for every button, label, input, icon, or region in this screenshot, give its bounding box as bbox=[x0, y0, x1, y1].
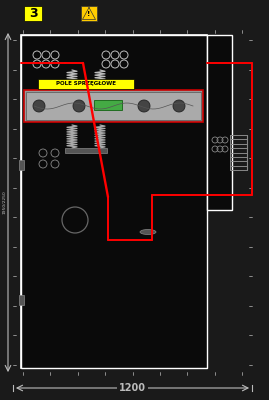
Bar bbox=[26, 92, 201, 120]
Text: 3: 3 bbox=[29, 7, 37, 20]
Ellipse shape bbox=[140, 230, 156, 234]
Bar bbox=[21, 35, 207, 368]
Circle shape bbox=[73, 100, 85, 112]
Circle shape bbox=[33, 100, 45, 112]
Bar bbox=[19, 160, 24, 170]
Bar bbox=[24, 6, 42, 21]
Circle shape bbox=[173, 100, 185, 112]
Text: 1200: 1200 bbox=[119, 383, 146, 393]
Bar bbox=[94, 100, 122, 110]
Text: POLE SPRZĘGŁOWE: POLE SPRZĘGŁOWE bbox=[56, 82, 116, 86]
Bar bbox=[19, 295, 24, 305]
Bar bbox=[21, 35, 207, 368]
Text: 1950/2250: 1950/2250 bbox=[3, 191, 7, 214]
Bar bbox=[81, 6, 97, 21]
Bar bbox=[38, 79, 134, 89]
Text: !: ! bbox=[87, 12, 91, 18]
Bar bbox=[207, 35, 232, 210]
Circle shape bbox=[138, 100, 150, 112]
Polygon shape bbox=[83, 8, 95, 20]
Bar bbox=[24, 90, 203, 122]
Bar bbox=[65, 148, 107, 153]
